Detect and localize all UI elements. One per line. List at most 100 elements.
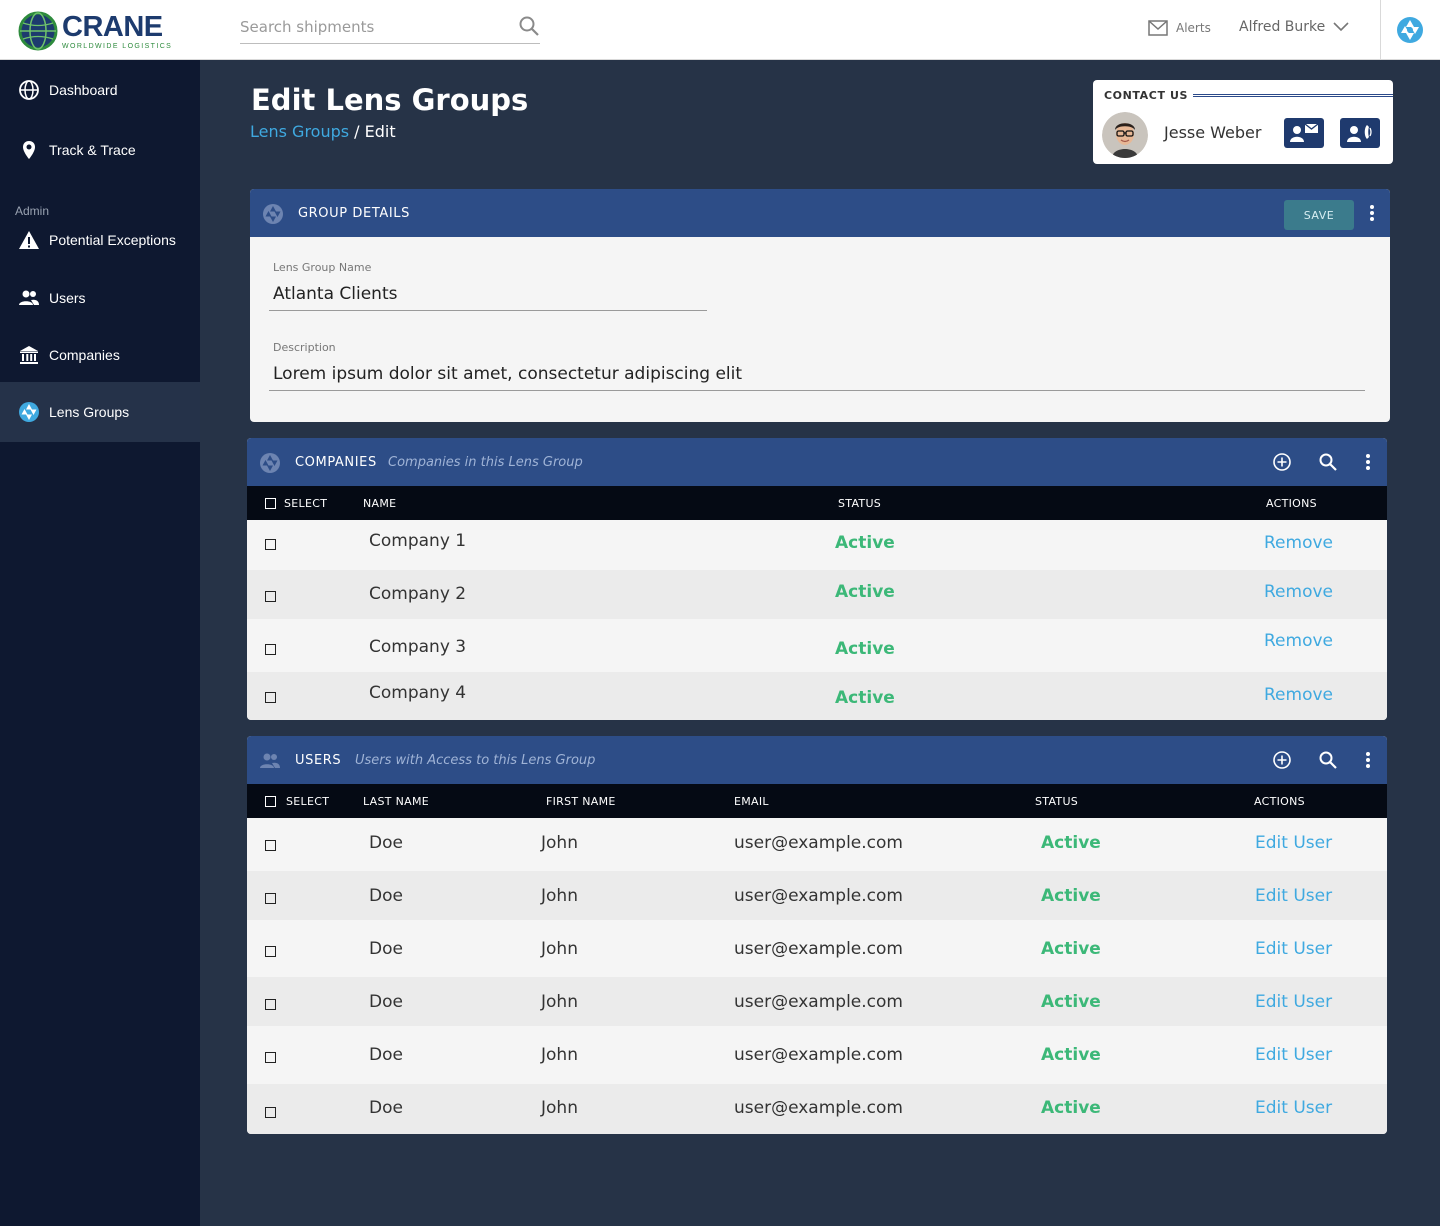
search-icon[interactable]: [1317, 749, 1339, 771]
lens-group-name-input[interactable]: [269, 277, 707, 311]
top-bar: CRANE WORLDWIDE LOGISTICS Alerts Alfred …: [0, 0, 1440, 60]
page-title: Edit Lens Groups: [251, 83, 529, 117]
remove-link[interactable]: Remove: [1264, 582, 1333, 602]
column-name[interactable]: NAME: [363, 497, 397, 510]
column-status[interactable]: STATUS: [838, 497, 882, 510]
users-subtitle: Users with Access to this Lens Group: [355, 753, 596, 768]
user-last-name: Doe: [369, 886, 403, 906]
table-row: Doe John user@example.com Active Edit Us…: [247, 977, 1387, 1026]
users-title: USERS: [295, 753, 342, 768]
column-email[interactable]: EMAIL: [734, 795, 769, 808]
companies-card: COMPANIES Companies in this Lens Group S…: [247, 438, 1387, 720]
search-input[interactable]: [240, 12, 510, 42]
sidebar-item-dashboard[interactable]: Dashboard: [0, 60, 200, 120]
row-checkbox[interactable]: [265, 539, 276, 550]
search-bar: [240, 12, 540, 44]
user-first-name: John: [541, 939, 578, 959]
table-row: Doe John user@example.com Active Edit Us…: [247, 920, 1387, 977]
add-circle-icon[interactable]: [1271, 451, 1293, 473]
status-badge: Active: [835, 582, 895, 602]
company-name: Company 1: [369, 531, 467, 551]
users-icon: [260, 753, 280, 768]
sidebar-item-users[interactable]: Users: [0, 268, 200, 328]
remove-link[interactable]: Remove: [1264, 631, 1333, 651]
row-checkbox[interactable]: [265, 946, 276, 957]
aperture-icon: [263, 204, 283, 224]
column-actions: ACTIONS: [1254, 795, 1305, 808]
contact-call-button[interactable]: [1340, 118, 1380, 148]
edit-user-link[interactable]: Edit User: [1255, 1045, 1333, 1065]
row-checkbox[interactable]: [265, 591, 276, 602]
add-circle-icon[interactable]: [1271, 749, 1293, 771]
users-card: USERS Users with Access to this Lens Gro…: [247, 736, 1387, 1134]
sidebar-item-track-trace[interactable]: Track & Trace: [0, 120, 200, 180]
edit-user-link[interactable]: Edit User: [1255, 1098, 1333, 1118]
row-checkbox[interactable]: [265, 644, 276, 655]
companies-title: COMPANIES: [295, 455, 377, 470]
companies-header: COMPANIES Companies in this Lens Group: [247, 438, 1387, 486]
description-input[interactable]: [269, 357, 1365, 391]
user-email: user@example.com: [734, 1098, 903, 1118]
sidebar-item-companies[interactable]: Companies: [0, 325, 200, 385]
contact-email-button[interactable]: [1284, 118, 1324, 148]
sidebar-item-lens-groups[interactable]: Lens Groups: [0, 382, 200, 442]
remove-link[interactable]: Remove: [1264, 533, 1333, 553]
status-badge: Active: [1041, 833, 1101, 853]
row-checkbox[interactable]: [265, 1052, 276, 1063]
status-badge: Active: [835, 639, 895, 659]
save-button[interactable]: SAVE: [1284, 200, 1354, 230]
contact-phone-icon: [1347, 125, 1372, 142]
aperture-icon: [19, 402, 39, 422]
edit-user-link[interactable]: Edit User: [1255, 833, 1333, 853]
user-menu[interactable]: Alfred Burke: [1239, 19, 1349, 35]
column-status[interactable]: STATUS: [1035, 795, 1079, 808]
table-row: Doe John user@example.com Active Edit Us…: [247, 1084, 1387, 1134]
sidebar-item-label: Potential Exceptions: [49, 232, 176, 248]
edit-user-link[interactable]: Edit User: [1255, 939, 1333, 959]
users-table-header: SELECT LAST NAME FIRST NAME EMAIL STATUS…: [247, 784, 1387, 818]
search-icon[interactable]: [518, 15, 540, 37]
row-checkbox[interactable]: [265, 893, 276, 904]
warning-icon: [19, 231, 39, 249]
sidebar-item-potential-exceptions[interactable]: Potential Exceptions: [0, 210, 200, 270]
table-row: Doe John user@example.com Active Edit Us…: [247, 818, 1387, 871]
select-all-checkbox[interactable]: [265, 498, 276, 509]
more-vert-icon[interactable]: [1357, 749, 1379, 771]
status-badge: Active: [1041, 1098, 1101, 1118]
sidebar-item-label: Track & Trace: [49, 142, 136, 158]
edit-user-link[interactable]: Edit User: [1255, 886, 1333, 906]
contact-name: Jesse Weber: [1164, 123, 1262, 142]
column-last-name[interactable]: LAST NAME: [363, 795, 429, 808]
user-first-name: John: [541, 886, 578, 906]
aperture-icon: [260, 453, 280, 473]
edit-user-link[interactable]: Edit User: [1255, 992, 1333, 1012]
aperture-icon[interactable]: [1396, 16, 1424, 44]
table-row: Company 1 Active Remove: [247, 520, 1387, 570]
column-select: SELECT: [284, 497, 328, 510]
remove-link[interactable]: Remove: [1264, 685, 1333, 705]
user-first-name: John: [541, 1045, 578, 1065]
row-checkbox[interactable]: [265, 692, 276, 703]
user-first-name: John: [541, 992, 578, 1012]
row-checkbox[interactable]: [265, 1107, 276, 1118]
column-select: SELECT: [286, 795, 330, 808]
group-details-header: GROUP DETAILS SAVE: [250, 189, 1390, 237]
user-last-name: Doe: [369, 1045, 403, 1065]
more-vert-icon[interactable]: [1361, 202, 1383, 224]
search-icon[interactable]: [1317, 451, 1339, 473]
more-vert-icon[interactable]: [1357, 451, 1379, 473]
column-first-name[interactable]: FIRST NAME: [546, 795, 616, 808]
table-row: Company 4 Active Remove: [247, 672, 1387, 720]
row-checkbox[interactable]: [265, 840, 276, 851]
crane-logo[interactable]: CRANE WORLDWIDE LOGISTICS: [18, 10, 172, 52]
row-checkbox[interactable]: [265, 999, 276, 1010]
contact-card: CONTACT US Jesse Weber: [1093, 80, 1393, 164]
chevron-down-icon: [1333, 22, 1349, 32]
brand-name: CRANE: [62, 10, 163, 43]
contact-label: CONTACT US: [1104, 89, 1189, 102]
select-all-checkbox[interactable]: [265, 796, 276, 807]
alerts-button[interactable]: Alerts: [1148, 20, 1211, 36]
breadcrumb-lens-groups-link[interactable]: Lens Groups: [250, 122, 350, 141]
user-email: user@example.com: [734, 1045, 903, 1065]
globe-icon: [19, 80, 39, 100]
